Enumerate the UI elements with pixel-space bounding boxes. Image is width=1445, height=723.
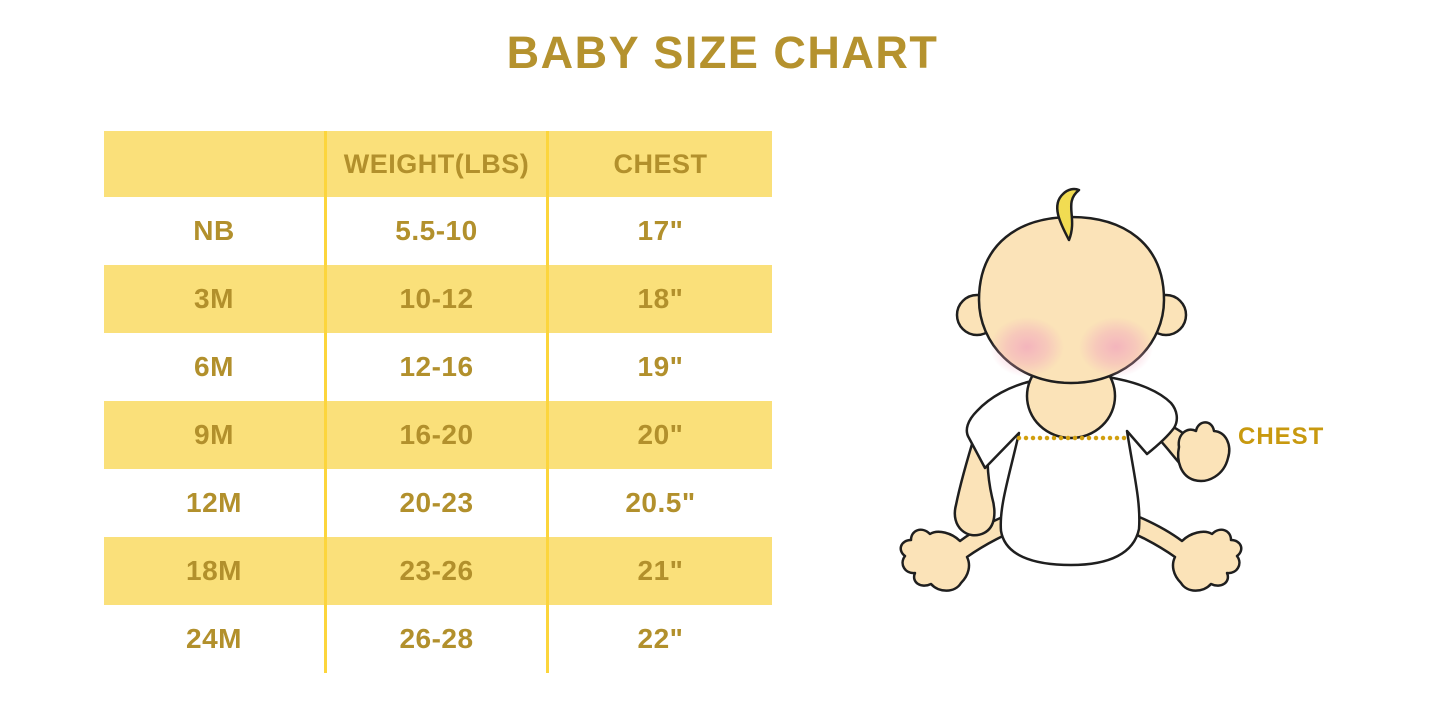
baby-onesie — [965, 373, 1179, 567]
chest-cell: 20.5" — [625, 487, 696, 518]
table-row: 24M 26-28 22" — [104, 605, 772, 673]
baby-blush — [990, 317, 1153, 377]
table-row: 12M 20-23 20.5" — [104, 469, 772, 537]
size-cell: 12M — [104, 469, 327, 537]
weight-cell: 23-26 — [327, 537, 549, 605]
size-cell: 9M — [104, 401, 327, 469]
size-cell: 24M — [104, 605, 327, 673]
baby-hair-curl — [1056, 187, 1081, 242]
chest-cell: 17" — [637, 215, 684, 246]
weight-cell: 20-23 — [327, 469, 549, 537]
header-cell-chest: CHEST — [613, 148, 708, 179]
table-row: NB 5.5-10 17" — [104, 197, 772, 265]
baby-right-fist — [1177, 421, 1231, 483]
size-cell: 3M — [104, 265, 327, 333]
table-row: 3M 10-12 18" — [104, 265, 772, 333]
table-header-row: WEIGHT(LBS) CHEST — [104, 131, 772, 197]
weight-cell: 26-28 — [327, 605, 549, 673]
baby-illustration — [899, 187, 1243, 592]
chest-cell: 22" — [637, 623, 684, 654]
header-cell-size — [104, 131, 327, 197]
size-cell: NB — [104, 197, 327, 265]
weight-cell: 10-12 — [327, 265, 549, 333]
size-table: WEIGHT(LBS) CHEST NB 5.5-10 17" 3M 10-12… — [104, 131, 772, 673]
header-cell-weight: WEIGHT(LBS) — [327, 131, 549, 197]
chest-cell: 20" — [637, 419, 684, 450]
weight-cell: 16-20 — [327, 401, 549, 469]
table-row: 18M 23-26 21" — [104, 537, 772, 605]
page-title: BABY SIZE CHART — [506, 27, 939, 78]
chest-label: CHEST — [1238, 423, 1325, 450]
size-cell: 6M — [104, 333, 327, 401]
baby-right-leg — [1112, 505, 1243, 592]
baby-legs — [899, 505, 1243, 592]
baby-left-leg — [899, 505, 1030, 592]
size-cell: 18M — [104, 537, 327, 605]
chest-cell: 21" — [637, 555, 684, 586]
table-row: 6M 12-16 19" — [104, 333, 772, 401]
weight-cell: 12-16 — [327, 333, 549, 401]
chest-cell: 18" — [637, 283, 684, 314]
chest-cell: 19" — [637, 351, 684, 382]
weight-cell: 5.5-10 — [327, 197, 549, 265]
table-row: 9M 16-20 20" — [104, 401, 772, 469]
